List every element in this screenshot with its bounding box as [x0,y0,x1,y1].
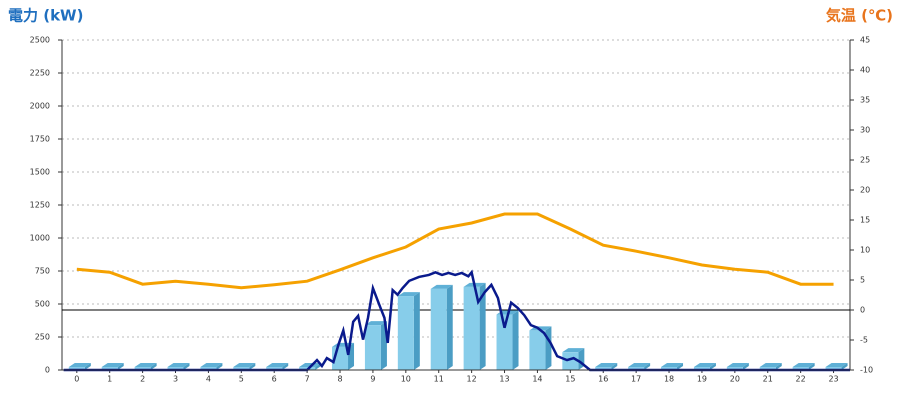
x-tick-label: 20 [730,375,740,384]
bar [529,326,552,370]
x-tick-label: 19 [697,375,707,384]
bar [726,363,749,370]
right-axis-title: 気温 (℃) [826,7,893,25]
y-tick-label: 1500 [30,168,50,177]
bar [101,363,124,370]
y-tick-label: 1750 [30,135,50,144]
x-tick-label: 14 [532,375,542,384]
x-tick-label: 8 [337,375,342,384]
left-axis-title: 電力 (kW) [8,7,83,25]
y2-tick-label: 25 [860,156,870,165]
bar [693,363,716,370]
y2-tick-label: -10 [860,366,873,375]
x-tick-label: 2 [140,375,145,384]
x-tick-label: 3 [173,375,178,384]
x-tick-label: 18 [664,375,674,384]
x-tick-label: 7 [305,375,310,384]
line [63,269,850,372]
y-tick-label: 2000 [30,102,50,111]
bar [266,363,289,370]
x-tick-label: 22 [796,375,806,384]
bar [496,310,519,370]
bar [463,282,486,370]
y-tick-label: 250 [35,333,50,342]
x-tick-label: 10 [401,375,411,384]
x-tick-label: 23 [828,375,838,384]
y2-tick-label: 10 [860,246,870,255]
bar [68,363,91,370]
x-tick-label: 21 [763,375,773,384]
y-tick-label: 2500 [30,36,50,45]
x-tick-label: 12 [467,375,477,384]
y2-tick-label: 15 [860,216,870,225]
y2-tick-label: 20 [860,186,870,195]
x-tick-label: 4 [206,375,211,384]
y2-tick-label: 0 [860,306,865,315]
y-tick-label: 500 [35,300,50,309]
y2-tick-label: 45 [860,36,870,45]
x-tick-label: 16 [598,375,608,384]
x-tick-label: 15 [565,375,575,384]
y-tick-label: 2250 [30,69,50,78]
x-tick-label: 0 [74,375,79,384]
x-tick-label: 17 [631,375,641,384]
x-tick-label: 5 [239,375,244,384]
x-tick-label: 13 [499,375,509,384]
line [76,212,834,290]
bar [825,363,848,370]
bar [661,363,684,370]
bar [200,363,223,370]
y2-tick-label: 35 [860,96,870,105]
y-tick-label: 1000 [30,234,50,243]
y-tick-label: 1250 [30,201,50,210]
bar [134,363,157,370]
bar [167,363,190,370]
bar [562,348,585,370]
bar [364,321,387,370]
y2-tick-label: 30 [860,126,870,135]
x-tick-label: 9 [370,375,375,384]
bar [430,284,453,370]
bar [628,363,651,370]
bar [792,363,815,370]
bar [397,292,420,370]
y2-tick-label: 5 [860,276,865,285]
x-tick-label: 6 [272,375,277,384]
x-tick-label: 11 [434,375,444,384]
bar [759,363,782,370]
y2-tick-label: -5 [860,336,868,345]
y2-tick-label: 40 [860,66,870,75]
bar [233,363,256,370]
x-tick-label: 1 [107,375,112,384]
y-tick-label: 0 [45,366,50,375]
bar [595,363,618,370]
y-tick-label: 750 [35,267,50,276]
